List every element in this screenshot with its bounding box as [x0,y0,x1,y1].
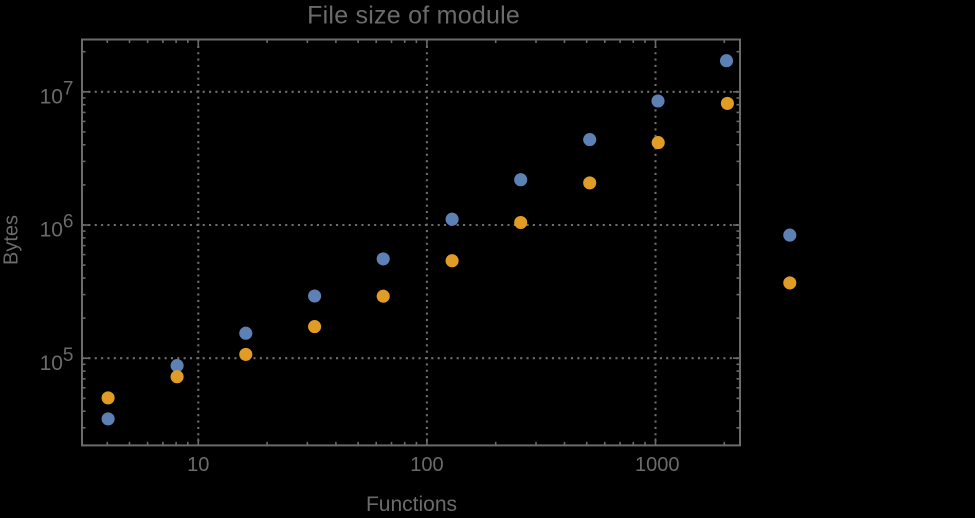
svg-text:Bytes: Bytes [0,215,22,265]
svg-text:File size of module: File size of module [307,2,520,30]
svg-text:Functions: Functions [366,493,457,513]
svg-text:1000: 1000 [635,454,680,476]
svg-text:10: 10 [187,454,209,476]
svg-text:100: 100 [410,454,443,476]
